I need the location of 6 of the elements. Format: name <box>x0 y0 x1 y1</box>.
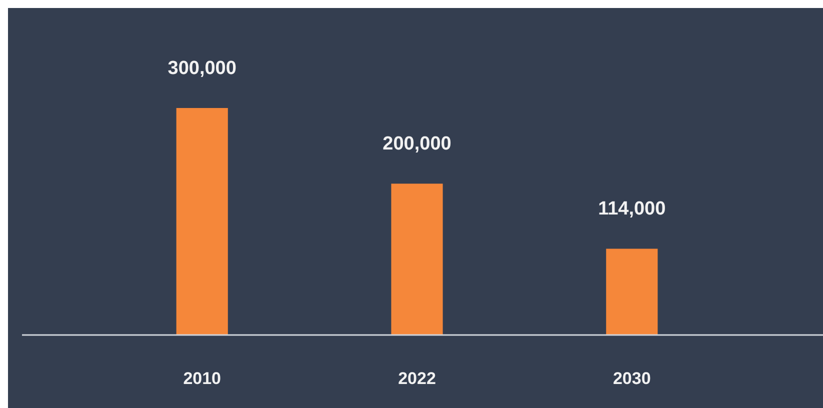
data-label: 300,000 <box>168 58 236 79</box>
x-tick-label: 2030 <box>612 369 651 388</box>
x-tick-label: 2022 <box>398 369 436 388</box>
data-label: 114,000 <box>598 198 666 220</box>
x-tick-label: 2010 <box>183 369 222 388</box>
data-label: 200,000 <box>382 134 452 155</box>
